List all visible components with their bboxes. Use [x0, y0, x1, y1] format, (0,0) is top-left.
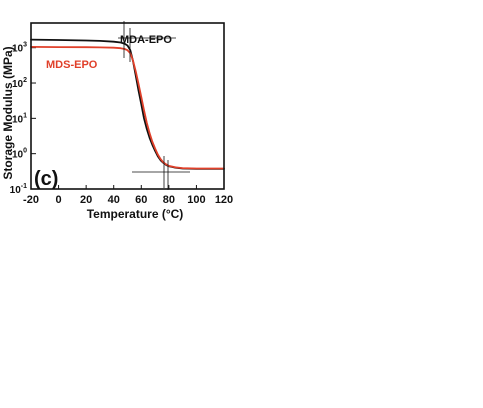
- x-tick-label: 100: [187, 194, 205, 206]
- x-tick-label: 60: [135, 194, 147, 206]
- x-tick-label: 0: [56, 194, 62, 206]
- legend-label-mda-epo: MDA-EPO: [120, 34, 172, 46]
- y-tick-label: 103: [12, 42, 27, 55]
- series-group: [30, 38, 225, 170]
- series-line-mds-epo: [30, 46, 225, 170]
- x-tick-label: 20: [80, 194, 92, 206]
- x-tick-label: 120: [215, 194, 233, 206]
- y-tick-label: 102: [12, 77, 27, 90]
- x-tick-label: 80: [163, 194, 175, 206]
- x-tick-label: 40: [108, 194, 120, 206]
- x-axis-title: Temperature (°C): [87, 207, 184, 221]
- plot-frame: [30, 22, 225, 190]
- y-axis-ticks: 103 102 101 100 10-1: [10, 42, 36, 196]
- y-tick-label: 10-1: [10, 183, 27, 196]
- y-tick-label: 100: [12, 148, 27, 161]
- x-axis-ticks: -20 0 20 40 60 80 100 120: [23, 185, 233, 206]
- y-axis-title: Storage Modulus (MPa): [1, 46, 15, 179]
- x-tick-label: -20: [23, 194, 39, 206]
- legend-label-mds-epo: MDS-EPO: [46, 59, 98, 71]
- y-tick-label: 101: [12, 112, 27, 125]
- annotation-lines: [118, 21, 190, 190]
- panel-label: (c): [34, 168, 58, 190]
